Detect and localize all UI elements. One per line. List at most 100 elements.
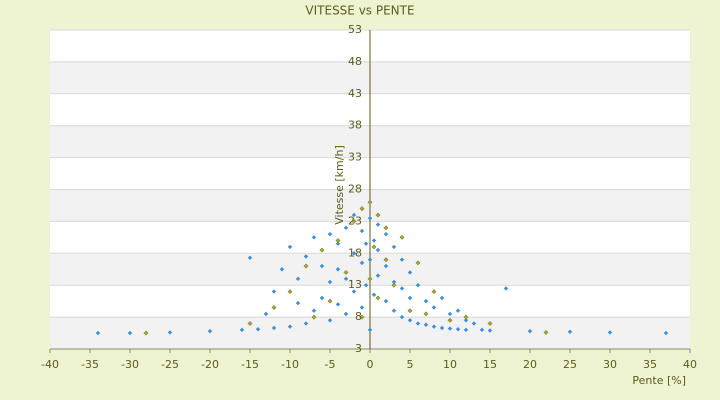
data-point [327,298,333,304]
data-point [407,308,413,314]
data-point [167,330,173,335]
x-tick-label: 20 [523,358,537,371]
data-point [375,273,381,278]
data-point [391,282,397,288]
data-point [407,295,413,301]
data-point [319,295,325,301]
y-tick-label: 13 [348,278,362,291]
data-point [363,283,369,288]
data-point [415,260,421,266]
data-point [207,328,213,334]
data-point [335,267,341,272]
data-point [127,330,133,336]
y-tick-label: 28 [348,183,362,196]
x-tick-label: -15 [241,358,259,371]
x-tick-label: -20 [201,358,219,371]
data-point [143,330,149,336]
plot-area [49,29,691,353]
data-point [371,238,377,243]
data-point [375,212,381,218]
data-point [359,314,365,320]
chart-title: VITESSE vs PENTE [305,4,414,18]
data-point [455,308,461,313]
data-point [311,314,317,320]
data-point [487,328,493,333]
data-point [271,305,277,311]
x-tick-label: -5 [325,358,336,371]
data-point [343,276,349,282]
data-point [371,244,377,250]
data-point [431,289,437,295]
data-point [399,234,405,240]
data-point [311,235,317,240]
data-point [567,329,573,334]
data-point [503,286,509,291]
data-point [391,308,397,313]
data-point [455,327,461,332]
x-tick-label: 25 [563,358,577,371]
x-tick-label: -40 [41,358,59,371]
x-tick-label: -35 [81,358,99,371]
data-point [327,231,333,237]
data-point [359,206,365,212]
data-point [447,326,453,331]
data-point [399,314,405,320]
data-point [359,260,365,266]
data-point [247,255,253,260]
data-point [363,241,369,246]
data-point [247,320,253,326]
data-point [663,330,669,336]
x-tick-label: -10 [281,358,299,371]
data-point [423,298,429,304]
data-point [463,327,469,333]
data-point [295,300,301,306]
data-point [383,231,389,237]
data-point [407,270,413,275]
data-point [527,328,533,334]
data-point [383,298,389,304]
data-point [371,292,377,297]
data-point [415,321,421,326]
data-point [479,327,485,333]
data-point [263,311,269,317]
x-tick-label: -30 [121,358,139,371]
y-tick-label: 3 [355,342,362,355]
data-point [287,289,293,295]
x-tick-label: 40 [683,358,697,371]
data-point [351,289,357,294]
data-point [463,318,469,323]
data-point [391,244,397,250]
x-tick-label: 0 [367,358,374,371]
data-point [423,311,429,317]
data-point [423,322,429,327]
x-tick-label: 30 [603,358,617,371]
data-point [367,327,373,333]
data-point [383,225,389,231]
data-point [383,257,389,263]
data-point [319,247,325,253]
data-point [303,263,309,269]
y-tick-label: 18 [348,246,362,259]
data-point [367,276,373,282]
y-tick-label: 23 [348,214,362,227]
data-point [415,283,421,288]
data-point [431,305,437,310]
data-point [287,324,293,329]
data-point [343,269,349,275]
data-point [359,228,365,234]
data-point [319,263,325,269]
y-tick-label: 48 [348,55,362,68]
data-point [359,305,365,310]
data-point [399,257,405,262]
data-point [439,295,445,301]
data-point [375,247,381,253]
data-point [295,276,301,282]
data-point [351,212,357,218]
data-point [303,254,309,259]
data-point [335,238,341,244]
data-point [351,251,357,256]
data-point [311,308,317,313]
data-point [343,225,349,230]
y-tick-label: 53 [348,23,362,36]
